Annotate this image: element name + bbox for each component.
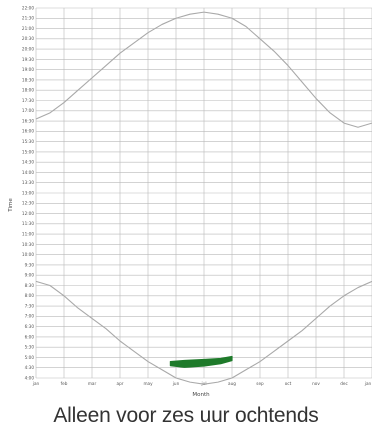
- y-tick-label: 6:30: [25, 324, 35, 329]
- y-tick-label: 15:30: [22, 139, 34, 144]
- y-tick-label: 21:30: [22, 16, 34, 21]
- x-tick-label: nov: [312, 381, 320, 386]
- x-tick-label: may: [143, 381, 153, 386]
- y-tick-label: 8:00: [25, 293, 35, 298]
- y-tick-label: 20:30: [22, 36, 34, 41]
- y-tick-label: 17:30: [22, 98, 34, 103]
- y-tick-label: 7:30: [25, 303, 35, 308]
- y-tick-label: 11:30: [22, 221, 34, 226]
- y-axis-label: Time: [8, 198, 14, 213]
- x-tick-label: sep: [256, 381, 264, 386]
- x-tick-label: jan: [32, 381, 40, 386]
- x-tick-label: feb: [61, 381, 68, 386]
- y-tick-label: 7:00: [25, 314, 35, 319]
- y-tick-label: 9:00: [25, 273, 35, 278]
- y-tick-label: 8:30: [25, 283, 35, 288]
- x-tick-label: mar: [88, 381, 97, 386]
- y-tick-label: 14:00: [22, 170, 34, 175]
- y-tick-label: 10:30: [22, 242, 34, 247]
- y-tick-label: 10:00: [22, 252, 34, 257]
- y-tick-label: 11:00: [22, 232, 34, 237]
- y-tick-label: 9:30: [25, 262, 35, 267]
- x-tick-label: jun: [172, 381, 180, 386]
- x-axis-label: Month: [192, 392, 210, 398]
- x-tick-label: oct: [285, 381, 292, 386]
- y-tick-label: 6:00: [25, 334, 35, 339]
- y-tick-label: 18:00: [22, 88, 34, 93]
- y-tick-label: 12:30: [22, 201, 34, 206]
- y-tick-label: 19:30: [22, 57, 34, 62]
- y-tick-label: 5:30: [25, 345, 35, 350]
- y-tick-label: 21:00: [22, 26, 34, 31]
- x-tick-label: jan: [364, 381, 372, 386]
- y-tick-label: 12:00: [22, 211, 34, 216]
- x-tick-label: jul: [201, 381, 207, 386]
- y-tick-label: 22:00: [22, 5, 34, 10]
- y-tick-label: 19:00: [22, 67, 34, 72]
- caption: Alleen voor zes uur ochtends: [53, 404, 319, 427]
- y-tick-label: 18:30: [22, 77, 34, 82]
- y-tick-label: 5:00: [25, 355, 35, 360]
- y-tick-label: 15:00: [22, 149, 34, 154]
- x-tick-label: aug: [228, 381, 236, 386]
- y-tick-label: 14:30: [22, 160, 34, 165]
- y-tick-label: 20:00: [22, 47, 34, 52]
- sunrise-sunset-chart: Time Month 4:00 4:30 5:00 5:30 6:00 6:30 7:00 7…: [8, 5, 372, 398]
- y-tick-label: 4:00: [25, 375, 35, 380]
- sunset-curve: [35, 11, 372, 128]
- sunrise-curve: [35, 280, 372, 385]
- y-tick-label: 13:30: [22, 180, 34, 185]
- y-tick-label: 13:00: [22, 190, 34, 195]
- y-tick-label: 16:00: [22, 129, 34, 134]
- x-tick-label: apr: [117, 381, 124, 386]
- y-tick-label: 16:30: [22, 118, 34, 123]
- y-tick-label: 17:00: [22, 108, 34, 113]
- y-tick-label: 4:30: [25, 365, 35, 370]
- highlight-region: [169, 355, 233, 368]
- x-tick-label: dec: [340, 381, 348, 386]
